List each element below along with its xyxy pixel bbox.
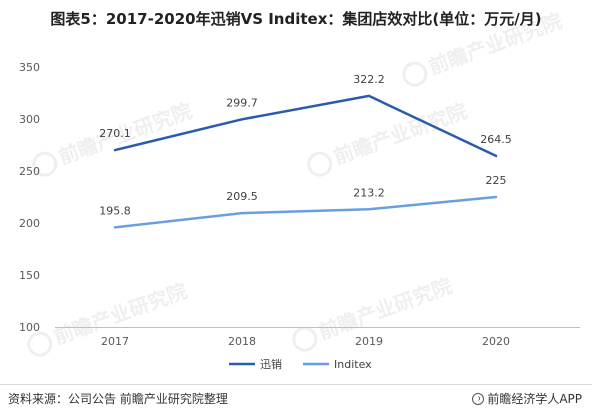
data-label: 264.5 — [480, 133, 512, 146]
watermark-logo-icon — [292, 326, 318, 352]
y-tick-label: 350 — [19, 61, 40, 74]
source-note: 资料来源：公司公告 前瞻产业研究院整理 — [8, 392, 228, 406]
qianzhan-logo-icon — [472, 393, 485, 405]
x-tick-label: 2017 — [101, 335, 129, 348]
y-tick-label: 150 — [19, 269, 40, 282]
axis-layer: 100 150 200 250 300 350 2017 2018 2019 2020 — [19, 61, 580, 348]
watermark: 前瞻产业研究院 — [307, 99, 470, 177]
data-label: 209.5 — [226, 190, 258, 203]
data-label: 225 — [486, 174, 507, 187]
y-tick-label: 200 — [19, 217, 40, 230]
legend-label: Inditex — [334, 358, 372, 371]
watermark: 前瞻产业研究院 — [402, 9, 565, 87]
legend-label: 迅销 — [260, 357, 282, 371]
x-tick-label: 2018 — [228, 335, 256, 348]
data-label: 213.2 — [353, 186, 385, 199]
chart-title: 图表5：2017-2020年迅销VS Inditex：集团店效对比(单位：万元/… — [50, 10, 542, 28]
y-tick-label: 250 — [19, 165, 40, 178]
watermark-logo-icon — [307, 151, 333, 177]
watermark-text: 前瞻产业研究院 — [425, 9, 565, 79]
data-label: 195.8 — [99, 204, 131, 217]
data-label: 299.7 — [226, 96, 258, 109]
brand-credit: 前瞻经济学人APP — [472, 390, 582, 407]
series-layer: 270.1 299.7 322.2 264.5 195.8 209.5 213.2 225 — [99, 73, 512, 229]
x-tick-label: 2020 — [482, 335, 510, 348]
watermark-text: 前瞻产业研究院 — [315, 274, 455, 344]
data-label: 270.1 — [99, 127, 131, 140]
y-tick-label: 300 — [19, 113, 40, 126]
watermark-logo-icon — [32, 151, 58, 177]
watermark-logo-icon — [402, 61, 428, 87]
x-tick-label: 2019 — [355, 335, 383, 348]
series-line-2 — [113, 195, 498, 229]
y-tick-label: 100 — [19, 321, 40, 334]
brand-text: 前瞻经济学人APP — [487, 392, 582, 406]
legend: 迅销 Inditex — [229, 357, 372, 371]
footer-divider — [0, 384, 592, 385]
watermark-logo-icon — [27, 331, 53, 357]
data-label: 322.2 — [353, 73, 385, 86]
series-line-1 — [113, 94, 498, 158]
